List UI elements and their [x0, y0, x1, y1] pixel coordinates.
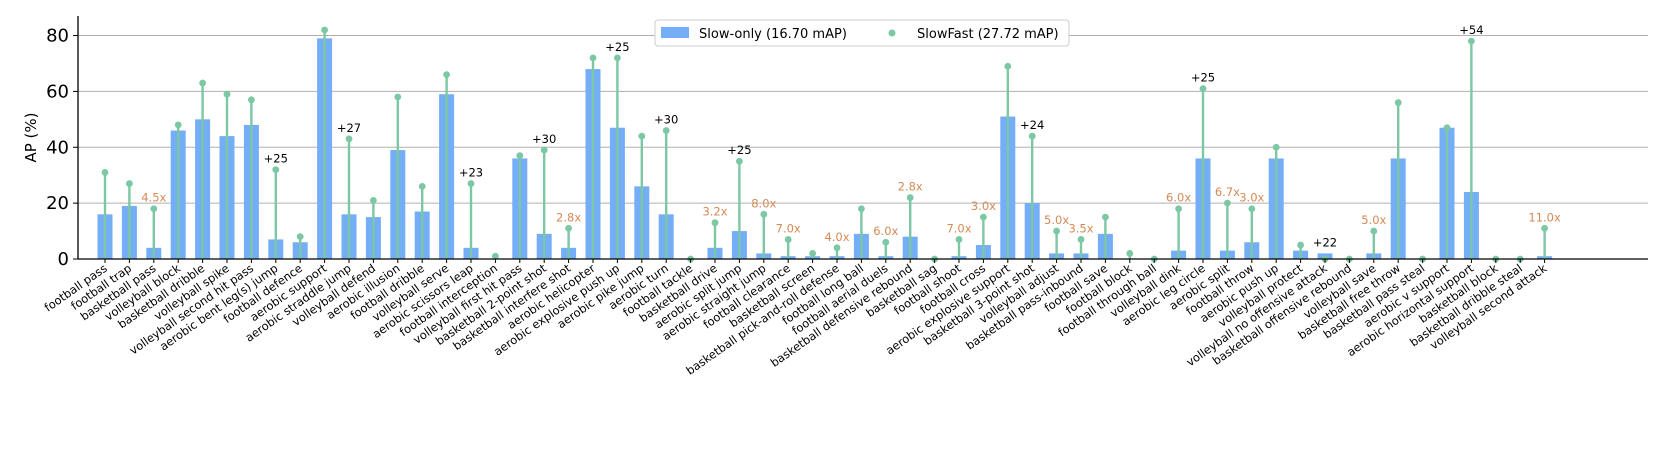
dot-slowfast: [150, 205, 158, 213]
annotation-ratio: 5.0x: [1361, 213, 1386, 227]
y-axis-title: AP (%): [22, 112, 40, 162]
annotation-ratio: 7.0x: [946, 221, 971, 235]
dot-slowfast: [809, 250, 816, 257]
dot-slowfast: [272, 166, 280, 174]
dot-slowfast: [321, 26, 328, 34]
annotation-ratio: 6.7x: [1215, 185, 1240, 199]
dot-slowfast: [1126, 250, 1134, 257]
dot-slowfast: [638, 132, 646, 140]
annotation-ratio: 8.0x: [751, 196, 776, 210]
annotation-ratio: 2.8x: [898, 180, 923, 194]
annotation-gain: +27: [337, 121, 361, 135]
dot-slowfast: [394, 93, 402, 101]
annotation-ratio: 7.0x: [776, 221, 801, 235]
annotation-ratio: 4.5x: [141, 191, 166, 205]
annotation-gain: +22: [1313, 235, 1337, 249]
annotation-gain: +25: [264, 152, 288, 166]
dot-slowfast: [296, 233, 304, 241]
dot-slowfast: [443, 71, 450, 79]
annotation-ratio: 6.0x: [873, 224, 898, 238]
annotation-gain: +23: [459, 166, 483, 180]
dot-slowfast: [516, 152, 524, 160]
annotation-ratio: 2.8x: [556, 210, 581, 224]
dot-slowfast: [540, 146, 548, 154]
dot-slowfast: [101, 169, 109, 176]
dot-slowfast: [1443, 124, 1451, 132]
annotation-gain: +54: [1459, 23, 1483, 37]
dot-slowfast: [1175, 205, 1182, 213]
annotation-ratio: 3.0x: [971, 199, 996, 213]
dot-slowfast: [882, 238, 890, 246]
dot-slowfast: [858, 205, 865, 213]
dot-slowfast: [1077, 236, 1085, 243]
bar-layer: [97, 38, 1553, 260]
grid-layer: [78, 35, 1648, 204]
dot-slowfast: [833, 244, 841, 252]
annotation-gain: +30: [654, 113, 678, 127]
annotation-gain: +24: [1020, 118, 1044, 132]
annotation-ratio: 3.2x: [702, 205, 727, 219]
dot-slowfast: [784, 236, 792, 243]
dot-slowfast: [980, 213, 987, 221]
dot-slowfast: [1199, 85, 1207, 93]
dot-slowfast: [418, 182, 426, 190]
dot-slowfast: [345, 135, 353, 143]
dot-slowfast: [125, 180, 133, 187]
dot-slowfast: [1102, 213, 1109, 221]
legend-box: [654, 19, 1070, 47]
y-tick-label: 40: [46, 137, 69, 158]
dot-slowfast: [174, 121, 182, 129]
y-tick-label: 80: [46, 26, 69, 47]
annotation-gain: +25: [1191, 71, 1215, 85]
legend: Slow-only (16.70 mAP) SlowFast (27.72 mA…: [654, 19, 1070, 47]
dot-slowfast: [589, 54, 597, 62]
legend-label-slow-only: Slow-only (16.70 mAP): [699, 27, 847, 42]
dot-slowfast: [1541, 224, 1548, 232]
dot-slowfast: [492, 252, 499, 260]
dot-slowfast: [248, 96, 255, 104]
dot-slowfast: [1468, 37, 1475, 45]
legend-label-slowfast: SlowFast (27.72 mAP): [917, 27, 1059, 42]
annotation-layer: 4.5x+25+27+23+302.8x+25+303.2x+258.0x7.0…: [141, 23, 1561, 249]
axis-layer: 0 20 40 60 80 AP (%): [22, 16, 1648, 270]
dot-slowfast: [906, 194, 914, 201]
annotation-gain: +25: [727, 143, 751, 157]
dot-slowfast: [1028, 132, 1036, 140]
legend-swatch-slow-only: [661, 27, 689, 38]
y-tick-label: 60: [46, 81, 69, 102]
annotation-ratio: 6.0x: [1166, 191, 1191, 205]
y-tick-label: 20: [46, 193, 69, 214]
dot-slowfast: [223, 90, 231, 98]
dot-slowfast: [711, 219, 719, 227]
annotation-ratio: 5.0x: [1044, 213, 1069, 227]
dot-slowfast: [955, 236, 963, 243]
dot-slowfast: [614, 54, 621, 62]
dot-slowfast: [1272, 143, 1280, 151]
y-tick-label: 0: [58, 249, 69, 270]
dot-slowfast: [1224, 199, 1231, 207]
dot-slowfast: [760, 210, 768, 218]
annotation-ratio: 4.0x: [824, 230, 849, 244]
dot-slowfast: [1053, 227, 1060, 235]
dot-slowfast: [467, 180, 475, 187]
annotation-ratio: 11.0x: [1528, 210, 1561, 224]
annotation-gain: +30: [532, 132, 556, 146]
annotation-ratio: 3.5x: [1068, 221, 1093, 235]
annotation-gain: +25: [605, 40, 629, 54]
dot-slowfast: [1004, 62, 1012, 70]
dot-slowfast: [1394, 99, 1402, 106]
legend-swatch-slowfast: [888, 29, 896, 37]
dot-slowfast: [662, 127, 670, 134]
dot-slowfast: [736, 157, 743, 165]
dot-slowfast: [199, 79, 207, 87]
dot-slowfast: [1370, 227, 1378, 235]
dot-slowfast: [565, 224, 572, 232]
annotation-ratio: 3.0x: [1239, 191, 1264, 205]
dot-slowfast: [1248, 205, 1256, 213]
dot-slowfast: [1297, 241, 1304, 249]
dot-slowfast: [370, 196, 377, 204]
